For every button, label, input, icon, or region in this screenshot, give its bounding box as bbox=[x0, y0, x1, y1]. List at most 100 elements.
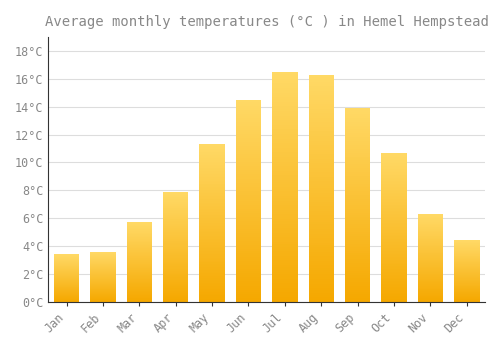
Bar bbox=[308, 265, 334, 268]
Bar bbox=[308, 279, 334, 281]
Bar bbox=[200, 177, 225, 179]
Bar bbox=[382, 256, 407, 257]
Bar bbox=[308, 82, 334, 84]
Bar bbox=[308, 284, 334, 286]
Bar bbox=[90, 292, 116, 293]
Bar bbox=[418, 247, 443, 248]
Bar bbox=[382, 263, 407, 264]
Bar bbox=[272, 74, 297, 77]
Bar bbox=[163, 293, 188, 294]
Bar bbox=[272, 274, 297, 276]
Bar bbox=[236, 112, 261, 114]
Bar bbox=[54, 288, 80, 289]
Bar bbox=[454, 269, 479, 270]
Bar bbox=[345, 189, 370, 191]
Bar bbox=[272, 265, 297, 267]
Bar bbox=[382, 293, 407, 294]
Bar bbox=[382, 166, 407, 168]
Bar bbox=[236, 215, 261, 217]
Bar bbox=[345, 244, 370, 246]
Bar bbox=[126, 297, 152, 298]
Bar bbox=[54, 265, 80, 266]
Bar bbox=[345, 280, 370, 282]
Bar bbox=[126, 253, 152, 254]
Bar bbox=[308, 111, 334, 113]
Bar bbox=[54, 280, 80, 281]
Bar bbox=[126, 238, 152, 239]
Bar bbox=[272, 270, 297, 272]
Bar bbox=[163, 250, 188, 251]
Bar bbox=[308, 116, 334, 118]
Bar bbox=[272, 221, 297, 224]
Bar bbox=[418, 291, 443, 292]
Bar bbox=[382, 193, 407, 194]
Bar bbox=[418, 262, 443, 263]
Bar bbox=[90, 259, 116, 260]
Bar bbox=[200, 182, 225, 184]
Bar bbox=[163, 221, 188, 223]
Title: Average monthly temperatures (°C ) in Hemel Hempstead: Average monthly temperatures (°C ) in He… bbox=[44, 15, 488, 29]
Bar bbox=[382, 299, 407, 300]
Bar bbox=[200, 270, 225, 272]
Bar bbox=[418, 231, 443, 232]
Bar bbox=[418, 293, 443, 294]
Bar bbox=[54, 279, 80, 280]
Bar bbox=[272, 166, 297, 168]
Bar bbox=[454, 285, 479, 286]
Bar bbox=[236, 257, 261, 259]
Bar bbox=[454, 268, 479, 269]
Bar bbox=[236, 156, 261, 158]
Bar bbox=[308, 109, 334, 111]
Bar bbox=[308, 79, 334, 82]
Bar bbox=[126, 244, 152, 245]
Bar bbox=[345, 201, 370, 203]
Bar bbox=[272, 113, 297, 116]
Bar bbox=[200, 184, 225, 185]
Bar bbox=[236, 118, 261, 120]
Bar bbox=[454, 272, 479, 273]
Bar bbox=[90, 274, 116, 275]
Bar bbox=[272, 219, 297, 221]
Bar bbox=[418, 290, 443, 291]
Bar bbox=[272, 122, 297, 125]
Bar bbox=[345, 166, 370, 168]
Bar bbox=[454, 248, 479, 249]
Bar bbox=[308, 231, 334, 233]
Bar bbox=[236, 292, 261, 294]
Bar bbox=[382, 217, 407, 218]
Bar bbox=[236, 193, 261, 195]
Bar bbox=[200, 239, 225, 240]
Bar bbox=[308, 233, 334, 236]
Bar bbox=[163, 212, 188, 214]
Bar bbox=[90, 268, 116, 269]
Bar bbox=[236, 253, 261, 255]
Bar bbox=[54, 289, 80, 290]
Bar bbox=[163, 272, 188, 273]
Bar bbox=[382, 297, 407, 299]
Bar bbox=[163, 219, 188, 220]
Bar bbox=[345, 246, 370, 247]
Bar bbox=[126, 231, 152, 232]
Bar bbox=[272, 244, 297, 246]
Bar bbox=[236, 199, 261, 201]
Bar bbox=[163, 228, 188, 229]
Bar bbox=[126, 290, 152, 291]
Bar bbox=[200, 251, 225, 253]
Bar bbox=[308, 184, 334, 186]
Bar bbox=[382, 154, 407, 156]
Bar bbox=[418, 277, 443, 278]
Bar bbox=[382, 199, 407, 200]
Bar bbox=[163, 275, 188, 276]
Bar bbox=[126, 246, 152, 247]
Bar bbox=[345, 290, 370, 292]
Bar bbox=[382, 248, 407, 250]
Bar bbox=[163, 211, 188, 212]
Bar bbox=[382, 168, 407, 169]
Bar bbox=[382, 273, 407, 275]
Bar bbox=[163, 224, 188, 225]
Bar bbox=[272, 203, 297, 205]
Bar bbox=[200, 185, 225, 187]
Bar bbox=[454, 280, 479, 281]
Bar bbox=[200, 242, 225, 244]
Bar bbox=[418, 226, 443, 227]
